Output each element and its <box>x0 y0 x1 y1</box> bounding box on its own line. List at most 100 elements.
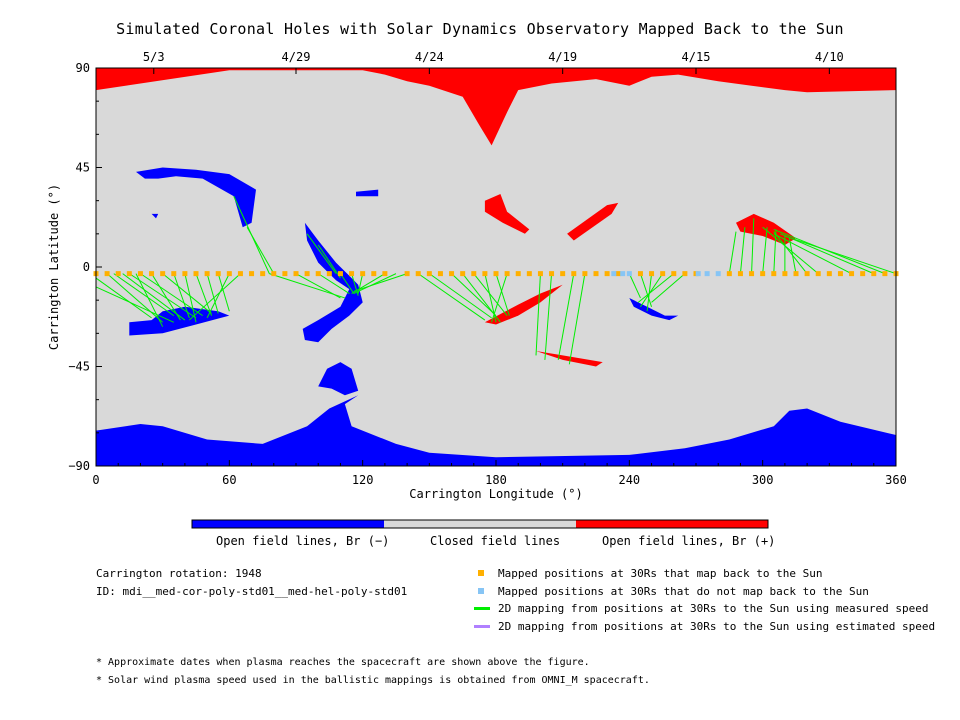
mapping-line-56 <box>762 226 819 275</box>
coronal-hole-regions <box>96 68 896 466</box>
legend-estimated: 2D mapping from positions at 30Rs to the… <box>498 620 936 633</box>
mapping-line-12 <box>217 273 230 312</box>
mapping-line-41 <box>568 273 586 365</box>
legend-mapped: Mapped positions at 30Rs that map back t… <box>498 567 823 580</box>
mapped-point-13 <box>237 271 243 277</box>
mapped-point-18 <box>293 271 299 277</box>
region-positive-12 <box>484 284 563 325</box>
mapped-point-8 <box>182 271 188 277</box>
region-negative-7 <box>129 306 230 336</box>
mapping-line-45 <box>640 273 664 308</box>
legend-measured: 2D mapping from positions at 30Rs to the… <box>498 602 929 615</box>
mapped-point-67 <box>882 271 888 277</box>
colorbar-label-negative: Open field lines, Br (−) <box>216 534 390 548</box>
mapped-point-65 <box>860 271 866 277</box>
mapped-point-2 <box>115 271 121 277</box>
mapping-line-42 <box>628 273 641 299</box>
unmapped-point-2 <box>626 271 632 277</box>
mapped-point-1 <box>104 271 110 277</box>
colorbar-closed <box>384 520 576 528</box>
mapped-point-63 <box>837 271 843 277</box>
mapping-line-60 <box>773 228 886 275</box>
mapping-line-34 <box>473 273 508 316</box>
mapped-point-10 <box>204 271 210 277</box>
mapping-line-4 <box>135 273 164 327</box>
mapped-point-17 <box>282 271 288 277</box>
region-negative-5 <box>302 222 363 343</box>
mapped-point-59 <box>793 271 799 277</box>
mapped-point-41 <box>560 271 566 277</box>
mapped-point-30 <box>437 271 443 277</box>
mapped-point-9 <box>193 271 199 277</box>
y-tick-label-0: 90 <box>76 61 90 75</box>
mapped-point-27 <box>404 271 410 277</box>
mapping-line-13 <box>206 273 230 319</box>
unmapped-point-3 <box>695 271 701 277</box>
mapping-line-26 <box>357 273 364 294</box>
x-axis-title: Carrington Longitude (°) <box>409 487 582 501</box>
mapped-point-3 <box>126 271 132 277</box>
mapped-marker-swatch <box>478 570 484 576</box>
estimated-speed-swatch <box>474 625 490 628</box>
region-negative-3 <box>136 167 256 228</box>
region-negative-1 <box>96 395 896 466</box>
mapped-point-46 <box>615 271 621 277</box>
mapping-line-23 <box>317 273 350 294</box>
mapping-line-49 <box>739 227 746 274</box>
note-dates: * Approximate dates when plasma reaches … <box>96 657 590 668</box>
mapped-point-53 <box>726 271 732 277</box>
mapped-point-29 <box>426 271 432 277</box>
mapped-point-40 <box>549 271 555 277</box>
x-tick-label-0: 0 <box>92 473 99 487</box>
y-axis-title: Carrington Latitude (°) <box>47 184 61 350</box>
mapped-point-16 <box>271 271 277 277</box>
mapping-line-16 <box>95 286 174 323</box>
mapped-point-36 <box>504 271 510 277</box>
mapped-point-66 <box>871 271 877 277</box>
region-negative-6 <box>356 189 379 197</box>
mapping-line-58 <box>780 233 874 275</box>
colorbar-positive <box>576 520 768 528</box>
mapping-line-3 <box>129 273 197 319</box>
top-date-label-1: 4/29 <box>282 50 311 64</box>
unmapped-point-1 <box>620 271 626 277</box>
mapping-line-52 <box>773 229 777 274</box>
mapped-point-7 <box>171 271 177 277</box>
top-date-label-0: 5/3 <box>143 50 165 64</box>
mapped-point-51 <box>682 271 688 277</box>
mapped-point-19 <box>304 271 310 277</box>
region-positive-13 <box>536 351 603 367</box>
mapping-line-20 <box>317 244 341 279</box>
mapped-point-28 <box>415 271 421 277</box>
region-negative-2 <box>318 362 359 396</box>
mapped-point-38 <box>526 271 532 277</box>
mapping-line-30 <box>417 273 486 321</box>
mapping-line-38 <box>535 273 541 356</box>
mapping-line-31 <box>429 273 492 319</box>
mapping-lines <box>95 196 897 365</box>
x-tick-label-2: 120 <box>352 473 374 487</box>
mapping-line-14 <box>188 273 241 321</box>
mapping-line-37 <box>491 273 508 323</box>
mapping-line-18 <box>233 196 270 274</box>
mapped-point-22 <box>337 271 343 277</box>
mapped-point-32 <box>460 271 466 277</box>
legend-unmapped: Mapped positions at 30Rs that do not map… <box>498 585 869 598</box>
mapped-point-25 <box>371 271 377 277</box>
region-positive-9 <box>484 194 530 234</box>
mapped-point-31 <box>449 271 455 277</box>
mapping-line-11 <box>206 273 219 314</box>
mapped-point-33 <box>471 271 477 277</box>
mapping-line-6 <box>151 273 181 321</box>
unmapped-point-0 <box>611 271 617 277</box>
unmapped-point-4 <box>704 271 710 277</box>
mapped-point-61 <box>815 271 821 277</box>
y-tick-label-1: 45 <box>76 161 90 175</box>
region-positive-10 <box>567 202 619 241</box>
mapped-point-42 <box>571 271 577 277</box>
region-positive-0 <box>96 68 896 146</box>
mapped-point-47 <box>637 271 643 277</box>
mapping-line-0 <box>106 273 163 323</box>
mapping-line-29 <box>353 273 408 292</box>
